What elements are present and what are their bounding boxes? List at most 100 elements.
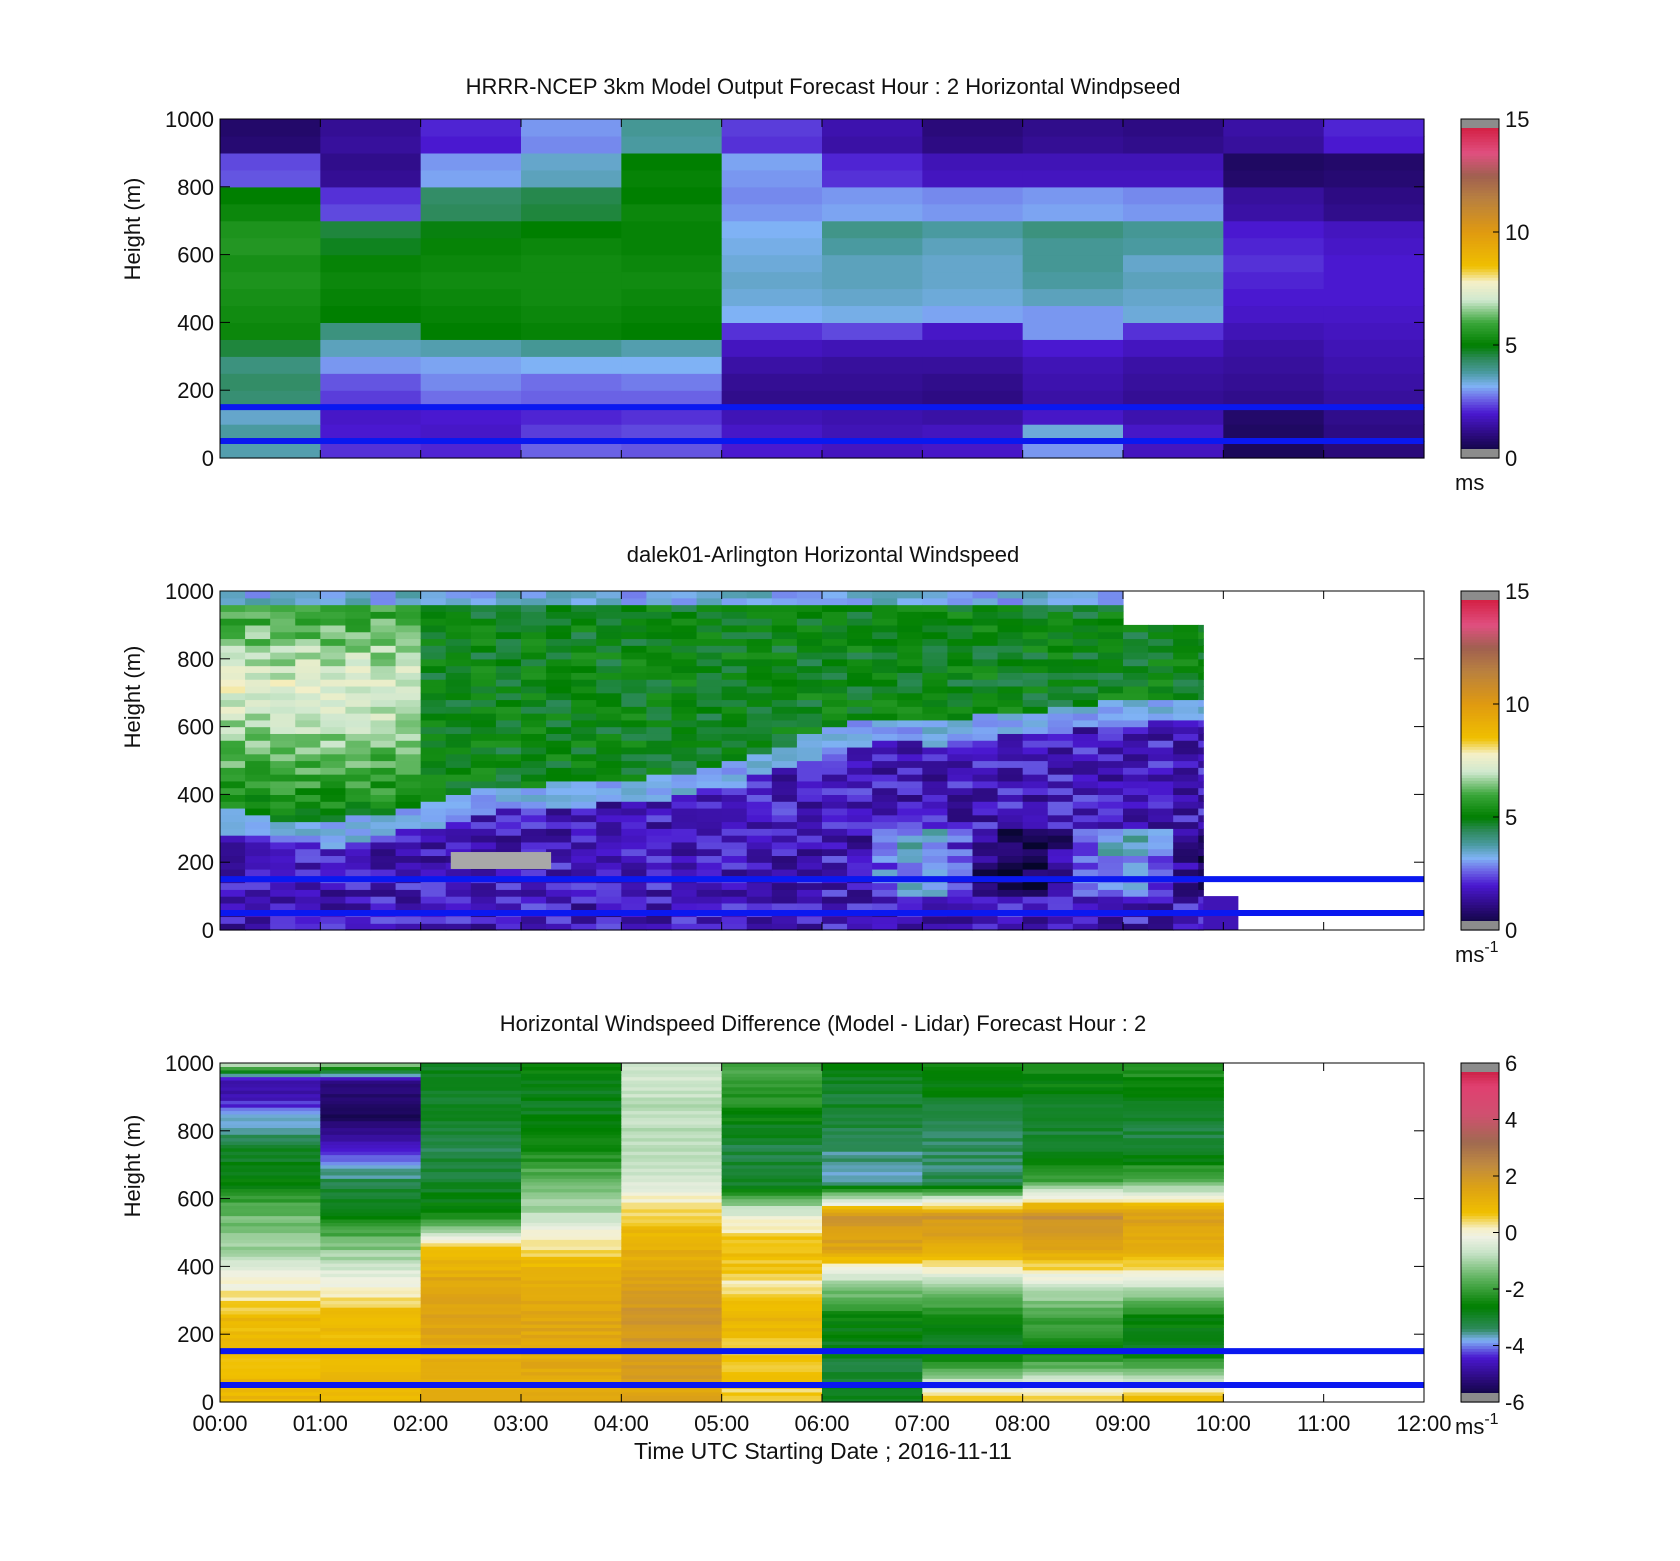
heatmap-cell bbox=[596, 923, 622, 931]
colorbar-segment bbox=[1461, 740, 1499, 745]
heatmap-cell bbox=[320, 1283, 422, 1288]
heatmap-cell bbox=[646, 631, 673, 640]
heatmap-cell bbox=[1022, 1161, 1124, 1166]
heatmap-cell bbox=[822, 1120, 923, 1125]
heatmap-cell bbox=[320, 1259, 422, 1264]
heatmap-cell bbox=[847, 658, 873, 667]
heatmap-cell bbox=[1148, 794, 1174, 802]
heatmap-cell bbox=[1123, 1201, 1224, 1206]
heatmap-cell bbox=[1022, 685, 1049, 694]
heatmap-cell bbox=[822, 1235, 923, 1240]
heatmap-cell bbox=[1047, 807, 1074, 816]
heatmap-cell bbox=[1022, 407, 1124, 425]
heatmap-cell bbox=[245, 618, 271, 626]
colorbar-tick-label: 6 bbox=[1505, 1051, 1517, 1076]
heatmap-cell bbox=[721, 1110, 823, 1115]
colorbar-segment bbox=[1461, 879, 1499, 883]
heatmap-cell bbox=[972, 841, 999, 850]
heatmap-cell bbox=[1022, 652, 1049, 660]
heatmap-cell bbox=[721, 665, 748, 673]
heatmap-cell bbox=[1022, 1324, 1124, 1329]
heatmap-cell bbox=[270, 801, 296, 809]
heatmap-cell bbox=[696, 835, 723, 843]
heatmap-cell bbox=[771, 699, 798, 707]
heatmap-cell bbox=[1123, 1235, 1224, 1240]
colorbar-segment bbox=[1461, 1390, 1499, 1395]
heatmap-cell bbox=[922, 624, 949, 633]
heatmap-cell bbox=[420, 356, 522, 374]
heatmap-cell bbox=[1173, 916, 1199, 924]
heatmap-cell bbox=[521, 733, 547, 741]
heatmap-cell bbox=[847, 835, 873, 843]
heatmap-cell bbox=[1022, 713, 1049, 721]
colorbar-segment bbox=[1461, 282, 1499, 287]
heatmap-cell bbox=[897, 767, 923, 775]
heatmap-cell bbox=[1173, 706, 1199, 714]
heatmap-cell bbox=[822, 1313, 923, 1318]
heatmap-cell bbox=[897, 902, 923, 911]
heatmap-cell bbox=[1123, 169, 1224, 188]
heatmap-cell bbox=[596, 597, 622, 606]
heatmap-cell bbox=[220, 753, 246, 762]
heatmap-cell bbox=[521, 1161, 622, 1166]
colorbar-segment bbox=[1461, 1382, 1499, 1386]
heatmap-cell bbox=[420, 1124, 522, 1129]
heatmap-cell bbox=[1022, 848, 1049, 857]
heatmap-cell bbox=[796, 794, 823, 802]
heatmap-cell bbox=[420, 1208, 522, 1213]
heatmap-cell bbox=[621, 1103, 723, 1108]
heatmap-cell bbox=[295, 767, 321, 775]
colorbar-segment bbox=[1461, 164, 1499, 168]
heatmap-cell bbox=[997, 638, 1024, 646]
heatmap-cell bbox=[746, 618, 773, 626]
heatmap-cell bbox=[1047, 767, 1074, 775]
heatmap-cell bbox=[270, 760, 296, 768]
colorbar-segment bbox=[1461, 401, 1499, 405]
heatmap-cell bbox=[947, 821, 974, 829]
heatmap-cell bbox=[320, 896, 347, 904]
heatmap-cell bbox=[220, 237, 321, 256]
colorbar-segment bbox=[1461, 814, 1499, 818]
heatmap-cell bbox=[746, 733, 773, 741]
heatmap-cell bbox=[822, 1076, 923, 1081]
heatmap-cell bbox=[922, 753, 949, 762]
heatmap-cell bbox=[872, 719, 898, 728]
colorbar-segment bbox=[1461, 240, 1499, 244]
heatmap-cell bbox=[947, 855, 974, 863]
heatmap-cell bbox=[897, 611, 923, 619]
heatmap-cell bbox=[1022, 726, 1049, 734]
colorbar-segment bbox=[1461, 294, 1499, 298]
colorbar-frame bbox=[1460, 118, 1500, 459]
heatmap-cell bbox=[721, 1256, 823, 1261]
heatmap-cell bbox=[521, 1320, 622, 1325]
heatmap-cell bbox=[922, 706, 949, 714]
heatmap-cell bbox=[420, 1096, 522, 1101]
heatmap-cell bbox=[245, 767, 271, 775]
heatmap-cell bbox=[721, 1188, 823, 1193]
colorbar-segment bbox=[1461, 890, 1499, 894]
heatmap-cell bbox=[1047, 665, 1074, 673]
heatmap-cell bbox=[521, 1344, 622, 1349]
heatmap-cell bbox=[521, 1222, 622, 1227]
heatmap-cell bbox=[320, 740, 347, 748]
heatmap-cell bbox=[771, 916, 798, 924]
heatmap-cell bbox=[1173, 923, 1199, 931]
heatmap-cell bbox=[771, 862, 798, 870]
heatmap-cell bbox=[671, 746, 698, 755]
heatmap-cell bbox=[796, 787, 823, 795]
heatmap-cell bbox=[521, 119, 622, 137]
heatmap-cell bbox=[822, 322, 923, 340]
heatmap-cell bbox=[922, 679, 949, 687]
heatmap-cell bbox=[922, 1259, 1024, 1264]
heatmap-cell bbox=[521, 801, 547, 809]
heatmap-cell bbox=[997, 679, 1024, 687]
colorbar-segment bbox=[1461, 395, 1499, 400]
heatmap-cell bbox=[495, 746, 522, 755]
heatmap-cell bbox=[1047, 923, 1074, 931]
heatmap-cell bbox=[521, 692, 547, 701]
heatmap-cell bbox=[521, 271, 622, 290]
heatmap-cell bbox=[270, 855, 296, 863]
heatmap-cell bbox=[1022, 889, 1049, 897]
heatmap-cell bbox=[621, 1307, 723, 1312]
heatmap-cell bbox=[1148, 807, 1174, 816]
